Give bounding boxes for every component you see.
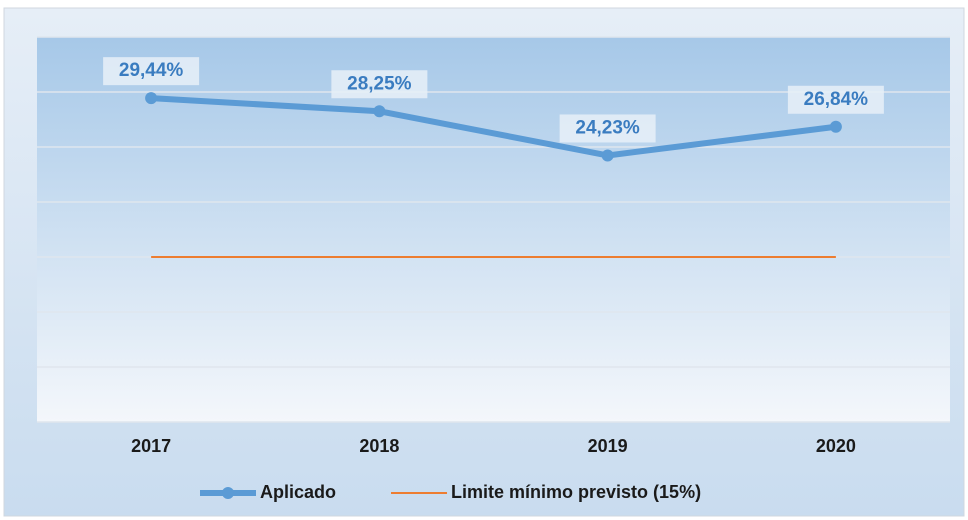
data-point: [829, 120, 842, 133]
legend-label: Aplicado: [260, 482, 336, 502]
data-label-box: [103, 57, 200, 86]
data-point: [145, 92, 158, 105]
data-point: [373, 105, 386, 118]
x-tick-label: 2018: [359, 436, 399, 456]
data-label-box: [559, 114, 656, 143]
data-label-box: [787, 85, 884, 114]
data-label: 26,84%: [804, 89, 869, 110]
data-label: 28,25%: [347, 73, 412, 94]
data-label-box: [331, 70, 428, 99]
x-tick-label: 2020: [816, 436, 856, 456]
legend-label: Limite mínimo previsto (15%): [451, 482, 701, 502]
legend-marker: [222, 487, 234, 499]
data-label: 29,44%: [119, 60, 184, 81]
data-label: 24,23%: [575, 117, 640, 138]
series-line: [150, 95, 837, 159]
x-tick-label: 2017: [131, 436, 171, 456]
data-point: [601, 149, 614, 162]
x-tick-label: 2019: [588, 436, 628, 456]
